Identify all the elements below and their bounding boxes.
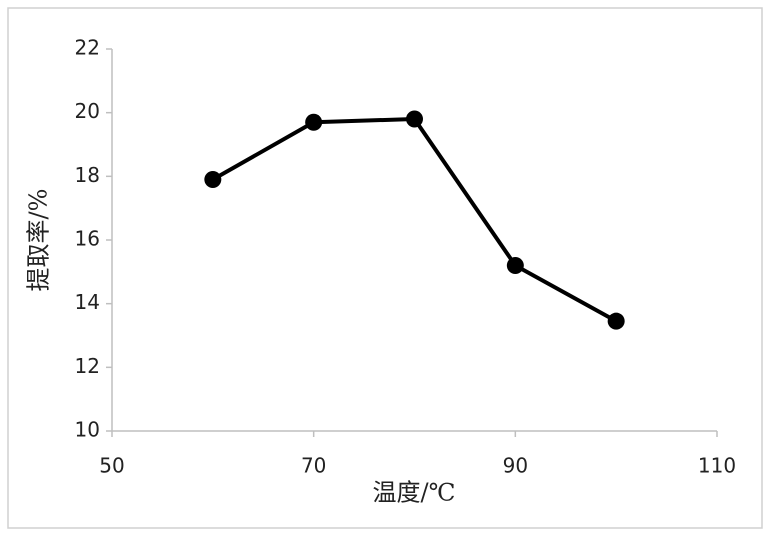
x-axis-title: 温度/℃ xyxy=(373,479,456,507)
y-tick-label: 10 xyxy=(75,418,100,442)
x-tick-label: 70 xyxy=(301,454,326,478)
x-tick-label: 50 xyxy=(99,454,124,478)
chart-frame xyxy=(7,7,763,529)
y-tick-label: 12 xyxy=(75,354,100,378)
y-tick-label: 20 xyxy=(75,99,100,123)
data-point xyxy=(305,113,323,131)
y-tick-label: 18 xyxy=(75,163,100,187)
data-point xyxy=(506,256,524,274)
y-tick-label: 16 xyxy=(75,227,100,251)
data-point xyxy=(204,171,222,189)
data-point xyxy=(607,312,625,330)
y-axis-title: 提取率/% xyxy=(25,189,53,292)
x-tick-label: 110 xyxy=(698,454,736,478)
data-point xyxy=(406,110,423,128)
y-tick-label: 22 xyxy=(75,36,100,60)
x-tick-label: 90 xyxy=(503,454,528,478)
y-tick-label: 14 xyxy=(75,290,100,314)
